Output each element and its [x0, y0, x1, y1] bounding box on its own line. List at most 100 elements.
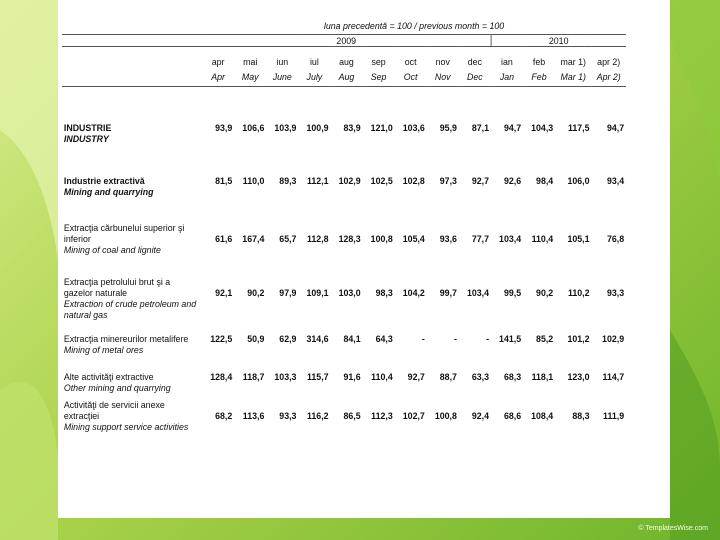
month-en: Feb [522, 66, 556, 87]
empty-cell [427, 133, 459, 151]
cell-value: 105,4 [402, 232, 425, 244]
cell-value: 100,8 [434, 409, 457, 421]
cell-value: 112,8 [306, 232, 329, 244]
cell-value: 102,8 [402, 174, 425, 186]
month-ro: dec [467, 55, 482, 67]
cell-value: 117,5 [567, 121, 590, 133]
empty-cell [202, 244, 234, 267]
cell-value: 87,1 [471, 121, 490, 133]
cell-value: 102,9 [602, 332, 625, 344]
cell-value: 97,9 [279, 286, 297, 298]
cell-value: 103,6 [402, 121, 425, 133]
row-label-en: Mining and quarrying [63, 185, 154, 197]
empty-cell [491, 244, 523, 267]
cell-value: 114,7 [602, 370, 625, 382]
cell-value: 118,1 [531, 370, 554, 382]
cell-value: 108,4 [531, 409, 554, 421]
cell-value: 103,9 [274, 121, 297, 133]
cell-value: 90,2 [536, 286, 554, 298]
empty-cell [555, 344, 591, 361]
empty-cell [266, 344, 298, 361]
cell-value: 99,7 [439, 286, 457, 298]
month-en: Jan [490, 66, 523, 87]
cell-value: 81,5 [215, 174, 233, 186]
cell-value: 102,5 [370, 174, 393, 186]
empty-cell [427, 421, 459, 438]
cell-value: 103,4 [499, 232, 522, 244]
empty-cell [234, 133, 266, 151]
empty-cell [266, 421, 298, 438]
empty-cell [330, 186, 362, 215]
month-ro: oct [404, 55, 417, 67]
empty-cell [459, 133, 491, 151]
empty-cell [591, 244, 626, 267]
table-row: Extracţia minereurilor metalifere 122,5 50… [62, 323, 626, 344]
empty-cell [298, 421, 330, 438]
empty-cell [363, 186, 395, 215]
empty-cell [459, 298, 491, 323]
cell-value: 98,4 [536, 174, 554, 186]
cell-value: 77,7 [471, 232, 490, 244]
empty-cell [591, 421, 626, 438]
empty-cell [298, 186, 330, 215]
empty-cell [591, 186, 626, 215]
cell-value: 62,9 [279, 332, 297, 344]
empty-cell [591, 298, 626, 323]
empty-cell [395, 244, 427, 267]
empty-cell [491, 186, 523, 215]
cell-value: 110,4 [531, 232, 554, 244]
cell-value: 102,9 [338, 174, 361, 186]
month-en: Oct [394, 66, 427, 87]
empty-cell [363, 298, 395, 323]
cell-value: 123,0 [567, 370, 590, 382]
empty-cell [202, 382, 234, 399]
cell-value: 89,3 [279, 174, 297, 186]
empty-cell [266, 244, 298, 267]
cell-value: 63,3 [471, 370, 490, 382]
cell-value: 100,9 [306, 121, 329, 133]
cell-value: 92,6 [503, 174, 522, 186]
cell-value: 106,0 [567, 174, 590, 186]
row-label-en: Mining support service activities [63, 420, 189, 432]
empty-cell [330, 244, 362, 267]
cell-value: 167,4 [242, 232, 265, 244]
cell-value: 76,8 [606, 232, 625, 244]
table-row: Industrie extractivă 81,5 110,0 89,3 112,1 10… [62, 151, 626, 186]
month-en-row: Apr May June July Aug Sep Oct Nov Dec Ja… [62, 66, 626, 87]
month-en: Mar 1) [555, 66, 592, 87]
month-en: Nov [426, 66, 459, 87]
empty-cell [234, 382, 266, 399]
month-ro-row: apr mai iun iul aug sep oct nov dec ian … [62, 47, 626, 67]
cell-value: 68,6 [503, 409, 522, 421]
cell-value: 121,0 [370, 121, 393, 133]
row-label-ro: Activităţi de servicii anexe extracţiei [63, 398, 165, 421]
month-en: June [266, 66, 299, 87]
row-label-en: INDUSTRY [63, 132, 109, 144]
empty-cell [395, 421, 427, 438]
empty-cell [298, 382, 330, 399]
empty-cell [330, 382, 362, 399]
table-row-en: Mining support service activities [62, 421, 626, 438]
month-ro: nov [435, 55, 450, 67]
table-row-en: Mining and quarrying [62, 186, 626, 215]
empty-cell [395, 382, 427, 399]
cell-value: 61,6 [215, 232, 233, 244]
year-2010: 2010 [490, 34, 626, 47]
empty-cell [555, 298, 591, 323]
empty-cell [395, 344, 427, 361]
empty-cell [491, 382, 523, 399]
empty-cell [266, 186, 298, 215]
cell-value: 94,7 [606, 121, 625, 133]
cell-value: 98,3 [375, 286, 393, 298]
cell-value: 92,1 [215, 286, 233, 298]
empty-cell [234, 344, 266, 361]
empty-cell [395, 133, 427, 151]
row-label-en: Mining of metal ores [63, 343, 144, 355]
cell-value: 84,1 [343, 332, 361, 344]
empty-cell [330, 344, 362, 361]
cell-value: 118,7 [242, 370, 265, 382]
empty-cell [330, 298, 362, 323]
table-row-en: Other mining and quarrying [62, 382, 626, 399]
month-ro: sep [371, 55, 386, 67]
cell-value: 103,0 [338, 286, 361, 298]
